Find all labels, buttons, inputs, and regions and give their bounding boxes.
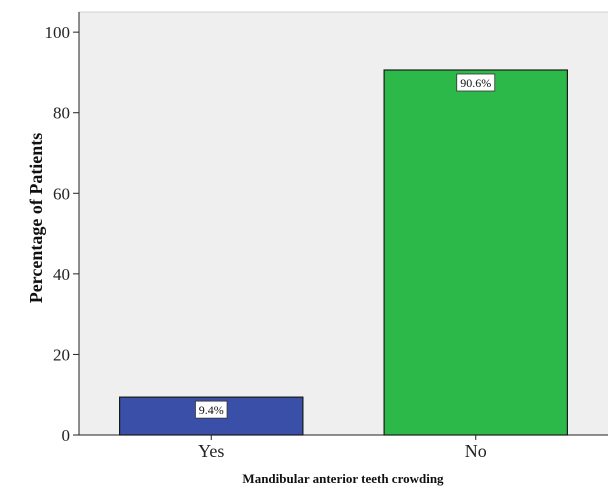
x-tick-label: No: [465, 441, 487, 461]
y-tick-label: 20: [53, 345, 70, 364]
x-tick-label: Yes: [198, 441, 224, 461]
bars: 9.4% 90.6%: [119, 69, 568, 436]
x-axis-label: Mandibular anterior teeth crowding: [242, 471, 444, 486]
data-label: 9.4%: [199, 403, 224, 417]
data-label-box: [456, 73, 496, 92]
data-label-box: [195, 400, 228, 419]
y-axis-label: Percentage of Patients: [26, 133, 46, 304]
y-tick-label: 80: [53, 104, 70, 123]
bar-no: [383, 69, 568, 436]
data-label: 90.6%: [460, 76, 491, 90]
y-tick-label: 40: [53, 265, 70, 284]
y-tick-label: 60: [53, 184, 70, 203]
y-tick-label: 0: [62, 426, 71, 445]
y-tick-label: 100: [45, 23, 71, 42]
y-ticks: 0 20 40 60 80 100: [45, 23, 79, 445]
x-ticks: Yes No: [198, 435, 487, 461]
